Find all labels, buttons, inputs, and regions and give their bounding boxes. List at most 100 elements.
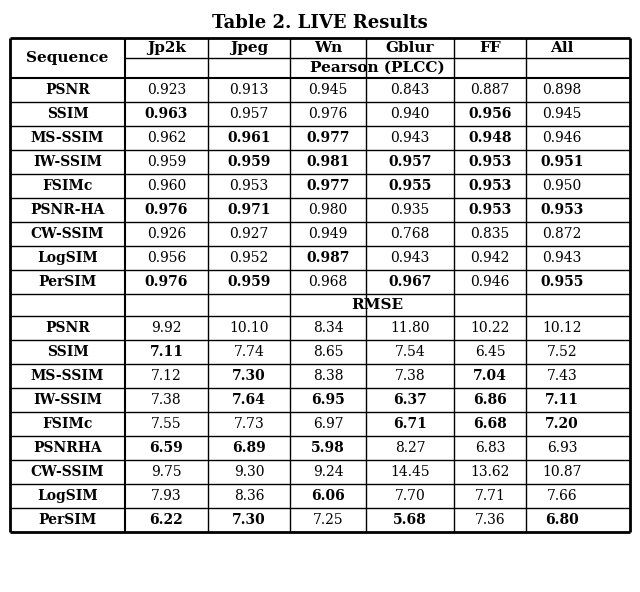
Text: 0.835: 0.835	[470, 227, 509, 241]
Text: 0.959: 0.959	[227, 155, 271, 169]
Text: 10.12: 10.12	[542, 321, 582, 335]
Text: IW-SSIM: IW-SSIM	[33, 393, 102, 407]
Text: SSIM: SSIM	[47, 345, 88, 359]
Text: 0.987: 0.987	[307, 251, 349, 265]
Text: 9.24: 9.24	[313, 465, 343, 479]
Text: RMSE: RMSE	[351, 298, 404, 312]
Text: 0.945: 0.945	[308, 83, 348, 97]
Text: 0.959: 0.959	[227, 275, 271, 289]
Text: 10.87: 10.87	[542, 465, 582, 479]
Text: 10.22: 10.22	[470, 321, 509, 335]
Text: 0.976: 0.976	[145, 203, 188, 217]
Text: 6.80: 6.80	[545, 513, 579, 527]
Text: MS-SSIM: MS-SSIM	[31, 131, 104, 145]
Text: Jp2k: Jp2k	[147, 41, 186, 55]
Text: PSNRHA: PSNRHA	[33, 441, 102, 455]
Text: 7.73: 7.73	[234, 417, 264, 431]
Text: 6.37: 6.37	[393, 393, 427, 407]
Text: 7.74: 7.74	[234, 345, 264, 359]
Text: 6.93: 6.93	[547, 441, 577, 455]
Text: 0.971: 0.971	[227, 203, 271, 217]
Text: 9.75: 9.75	[151, 465, 182, 479]
Text: 0.963: 0.963	[145, 107, 188, 121]
Text: 7.36: 7.36	[475, 513, 506, 527]
Text: 0.960: 0.960	[147, 179, 186, 193]
Text: 8.65: 8.65	[313, 345, 343, 359]
Text: 0.948: 0.948	[468, 131, 512, 145]
Text: 7.20: 7.20	[545, 417, 579, 431]
Text: 0.940: 0.940	[390, 107, 429, 121]
Text: 0.923: 0.923	[147, 83, 186, 97]
Text: 5.98: 5.98	[311, 441, 345, 455]
Text: 0.976: 0.976	[145, 275, 188, 289]
Text: 0.956: 0.956	[468, 107, 512, 121]
Text: 10.10: 10.10	[229, 321, 269, 335]
Text: 5.68: 5.68	[393, 513, 427, 527]
Text: 0.768: 0.768	[390, 227, 429, 241]
Text: PSNR: PSNR	[45, 321, 90, 335]
Text: 0.843: 0.843	[390, 83, 429, 97]
Text: 7.04: 7.04	[473, 369, 507, 383]
Text: PerSIM: PerSIM	[38, 275, 97, 289]
Text: 0.967: 0.967	[388, 275, 432, 289]
Text: 6.97: 6.97	[313, 417, 343, 431]
Text: 0.968: 0.968	[308, 275, 348, 289]
Text: 7.38: 7.38	[151, 393, 182, 407]
Text: 0.962: 0.962	[147, 131, 186, 145]
Text: 0.976: 0.976	[308, 107, 348, 121]
Text: 0.945: 0.945	[542, 107, 582, 121]
Text: 0.959: 0.959	[147, 155, 186, 169]
Text: 7.55: 7.55	[151, 417, 182, 431]
Text: 0.953: 0.953	[468, 203, 512, 217]
Text: 0.981: 0.981	[307, 155, 349, 169]
Text: 7.70: 7.70	[395, 489, 426, 503]
Text: 7.11: 7.11	[545, 393, 579, 407]
Text: 0.942: 0.942	[470, 251, 509, 265]
Text: Wn: Wn	[314, 41, 342, 55]
Text: Sequence: Sequence	[26, 51, 109, 65]
Text: 6.45: 6.45	[475, 345, 506, 359]
Text: PSNR: PSNR	[45, 83, 90, 97]
Text: 7.25: 7.25	[313, 513, 343, 527]
Text: 7.93: 7.93	[151, 489, 182, 503]
Text: 6.86: 6.86	[473, 393, 507, 407]
Text: Table 2. LIVE Results: Table 2. LIVE Results	[212, 14, 428, 32]
Text: 0.961: 0.961	[227, 131, 271, 145]
Text: 6.59: 6.59	[150, 441, 184, 455]
Text: FSIMc: FSIMc	[42, 417, 93, 431]
Text: 7.11: 7.11	[150, 345, 184, 359]
Text: 8.38: 8.38	[313, 369, 343, 383]
Text: 0.898: 0.898	[542, 83, 582, 97]
Text: 6.83: 6.83	[475, 441, 505, 455]
Text: All: All	[550, 41, 573, 55]
Text: 9.92: 9.92	[151, 321, 182, 335]
Text: 0.943: 0.943	[390, 131, 429, 145]
Text: 0.953: 0.953	[229, 179, 269, 193]
Text: 0.956: 0.956	[147, 251, 186, 265]
Text: Jpeg: Jpeg	[230, 41, 268, 55]
Text: 0.926: 0.926	[147, 227, 186, 241]
Text: 0.887: 0.887	[470, 83, 509, 97]
Text: 7.38: 7.38	[395, 369, 426, 383]
Text: Pearson (PLCC): Pearson (PLCC)	[310, 61, 445, 75]
Text: 6.89: 6.89	[232, 441, 266, 455]
Text: 0.951: 0.951	[540, 155, 584, 169]
Text: FF: FF	[479, 41, 501, 55]
Text: 0.977: 0.977	[307, 179, 349, 193]
Text: 0.943: 0.943	[390, 251, 429, 265]
Text: 7.66: 7.66	[547, 489, 577, 503]
Text: 7.12: 7.12	[151, 369, 182, 383]
Text: 0.957: 0.957	[229, 107, 269, 121]
Text: 0.946: 0.946	[470, 275, 509, 289]
Text: 0.980: 0.980	[308, 203, 348, 217]
Text: 0.955: 0.955	[540, 275, 584, 289]
Text: 0.935: 0.935	[390, 203, 429, 217]
Text: 6.68: 6.68	[473, 417, 507, 431]
Text: 8.34: 8.34	[313, 321, 343, 335]
Text: 7.52: 7.52	[547, 345, 577, 359]
Text: 0.957: 0.957	[388, 155, 432, 169]
Text: PSNR-HA: PSNR-HA	[30, 203, 105, 217]
Text: PerSIM: PerSIM	[38, 513, 97, 527]
Text: 0.953: 0.953	[468, 179, 512, 193]
Text: 0.872: 0.872	[542, 227, 582, 241]
